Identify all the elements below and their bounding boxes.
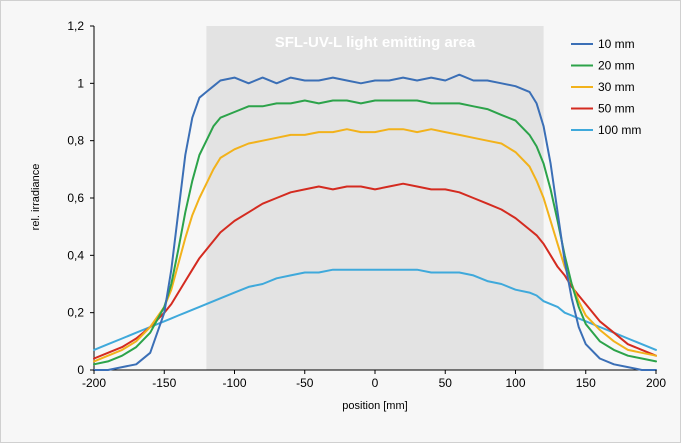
legend-label: 100 mm: [598, 123, 641, 137]
y-tick-label: 0,8: [67, 134, 84, 148]
y-tick-label: 1: [77, 76, 84, 90]
x-tick-label: 150: [576, 376, 596, 390]
y-axis-title: rel. irradiance: [30, 164, 42, 231]
shaded-region-label: SFL-UV-L light emitting area: [275, 34, 476, 51]
shaded-region: [206, 26, 544, 370]
x-tick-label: 50: [439, 376, 453, 390]
y-tick-label: 0: [77, 363, 84, 377]
x-tick-label: -150: [152, 376, 176, 390]
series-line-50-mm: [93, 182, 657, 360]
y-tick-label: 0,6: [67, 191, 84, 205]
x-axis-title: position [mm]: [342, 400, 407, 412]
legend-label: 30 mm: [598, 80, 635, 94]
series-line-10-mm: [93, 73, 657, 371]
x-tick-label: -100: [222, 376, 246, 390]
legend-label: 20 mm: [598, 59, 635, 73]
x-tick-label: -200: [82, 376, 106, 390]
legend-label: 10 mm: [598, 37, 635, 51]
legend: 10 mm 20 mm 30 mm 50 mm 100 mm: [571, 37, 641, 137]
series-line-30-mm: [93, 128, 657, 363]
x-tick-label: 0: [372, 376, 379, 390]
y-tick-label: 1,2: [67, 19, 84, 33]
emitting-area-band: [206, 26, 544, 370]
x-tick-label: -50: [296, 376, 314, 390]
series-line-100-mm: [93, 268, 657, 351]
tick-labels: 0 0,2 0,4 0,6 0,8 1 1,2 -200 -150 -100 -50 0 50 100 15…: [67, 19, 666, 390]
legend-label: 50 mm: [598, 102, 635, 116]
y-tick-label: 0,2: [67, 306, 84, 320]
series-lines: [93, 73, 657, 371]
x-tick-label: 200: [646, 376, 666, 390]
y-tick-label: 0,4: [67, 248, 84, 262]
x-tick-label: 100: [505, 376, 525, 390]
